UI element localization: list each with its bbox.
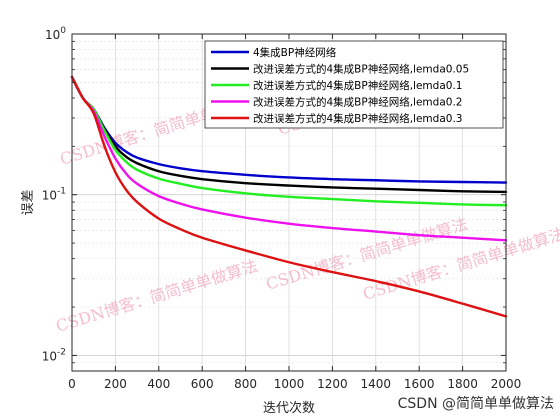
legend-label-1: 4集成BP神经网络: [253, 46, 337, 59]
y-tick-label: 100: [45, 26, 66, 42]
x-axis-label: 迭代次数: [263, 400, 315, 416]
x-tick-label: 1200: [317, 377, 348, 391]
legend-label-4: 改进误差方式的4集成BP神经网络,lemda0.2: [253, 96, 462, 109]
x-tick-label: 0: [68, 377, 76, 391]
x-tick-label: 400: [147, 377, 170, 391]
x-tick-label: 1000: [274, 377, 305, 391]
series-line-3: [70, 75, 508, 207]
axis-ticks: 0 200 400 600 800 1000 1200 1400 1600 1800 2000 10-…: [42, 26, 522, 391]
y-tick-label: 10-1: [42, 187, 66, 203]
x-tick-label: 1800: [447, 377, 478, 391]
x-tick-label: 600: [191, 377, 214, 391]
series-line-5: [70, 75, 508, 318]
legend-label-3: 改进误差方式的4集成BP神经网络,lemda0.1: [253, 79, 462, 92]
x-tick-label: 200: [104, 377, 127, 391]
x-tick-label: 1400: [361, 377, 392, 391]
x-tick-label: 800: [234, 377, 257, 391]
y-tick-label: 10-2: [42, 347, 66, 363]
x-tick-label: 1600: [404, 377, 435, 391]
credit-text: CSDN @简简单单做算法: [398, 395, 554, 412]
legend-label-2: 改进误差方式的4集成BP神经网络,lemda0.05: [253, 63, 469, 76]
legend-box: [204, 40, 504, 129]
series-line-4: [70, 75, 508, 242]
legend-label-5: 改进误差方式的4集成BP神经网络,lemda0.3: [253, 112, 462, 125]
y-axis-label: 误差: [21, 189, 36, 215]
x-tick-label: 2000: [491, 377, 522, 391]
series-lines: [70, 75, 508, 318]
